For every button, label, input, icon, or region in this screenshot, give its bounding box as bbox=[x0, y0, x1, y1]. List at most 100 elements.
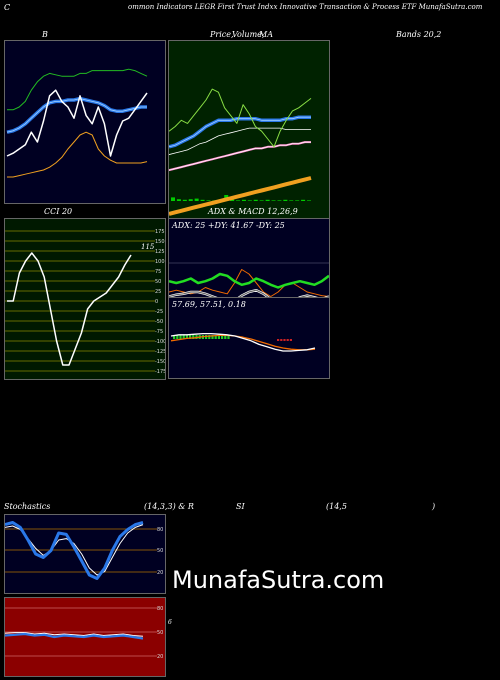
rsi-tick-label: 20 bbox=[157, 654, 163, 660]
macd-histogram-bar bbox=[224, 335, 227, 339]
volume-bar bbox=[301, 199, 306, 201]
stoch-tick-label: 50 bbox=[157, 548, 163, 554]
volume-bar bbox=[289, 200, 294, 201]
bollinger-lower-line bbox=[7, 131, 148, 178]
ma-blue-line bbox=[169, 115, 311, 149]
macd-histogram-bar-negative bbox=[286, 339, 289, 341]
volume-bar bbox=[295, 200, 300, 201]
macd-histogram-bar bbox=[189, 335, 192, 339]
stochastics-chart: 80 50 20 bbox=[5, 521, 163, 580]
macd-line bbox=[170, 332, 316, 352]
volume-bar bbox=[171, 197, 175, 201]
macd-histogram-bar bbox=[214, 335, 217, 339]
ma-orange-line bbox=[169, 176, 312, 216]
watermark: MunafaSutra.com bbox=[172, 566, 385, 594]
bollinger-middle-highlight bbox=[6, 98, 147, 133]
volume-bar bbox=[176, 199, 181, 201]
mrsi-line bbox=[5, 632, 144, 637]
adx-inner-line bbox=[169, 289, 329, 297]
macd-histogram-bar-negative bbox=[283, 339, 286, 341]
cci-tick-label: 0 bbox=[155, 299, 158, 305]
macd-histogram-bar bbox=[208, 335, 211, 339]
volume-bar bbox=[259, 200, 264, 201]
macd-histogram-bar bbox=[173, 335, 176, 339]
macd-histogram-bar bbox=[211, 335, 214, 339]
adx-chart bbox=[169, 262, 329, 297]
ma-pink-highlight bbox=[169, 141, 311, 171]
macd-chart bbox=[170, 332, 316, 352]
cci-tick-label: -150 bbox=[155, 359, 165, 365]
adx-panel: ADX: 25 +DY: 41.67 -DY: 25 bbox=[168, 218, 330, 298]
volume-bar bbox=[283, 199, 288, 201]
cci-label: CCI 20 bbox=[44, 207, 73, 216]
cci-chart: 175 150 125 100 75 50 25 0 -25 -50 -75 -100 -125 -150… bbox=[5, 229, 165, 375]
macd-histogram-bar bbox=[182, 335, 185, 339]
macd-histogram-bar bbox=[221, 335, 224, 339]
rsi-line bbox=[5, 632, 144, 640]
volume-bar bbox=[271, 200, 276, 201]
cci-panel: 175 150 125 100 75 50 25 0 -25 -50 -75 -100 -125 -150… bbox=[4, 218, 166, 380]
price-ma-panel bbox=[168, 40, 330, 219]
volume-bar bbox=[200, 199, 205, 201]
plus-di-line bbox=[169, 272, 329, 289]
bollinger-chart bbox=[6, 68, 148, 178]
rsi-tick-label: 50 bbox=[157, 630, 163, 636]
price-ma-label-c: MA bbox=[259, 30, 273, 39]
price-ma-label-b: Volume, bbox=[232, 30, 265, 39]
bands-label: Bands 20,2 bbox=[396, 30, 442, 39]
adx-macd-label: ADX & MACD 12,26,9 bbox=[208, 207, 298, 216]
volume-bar bbox=[307, 200, 311, 201]
cci-tick-label: 175 bbox=[155, 229, 165, 235]
price-line bbox=[169, 88, 312, 148]
cci-tick-label: 25 bbox=[155, 289, 161, 295]
cci-tick-label: -25 bbox=[155, 309, 163, 315]
cci-tick-label: -100 bbox=[155, 339, 165, 345]
macd-values: 57.69, 57.51, 0.18 bbox=[172, 300, 246, 309]
volume-bar bbox=[247, 200, 252, 201]
price-ma-label-a: Price, bbox=[210, 30, 234, 39]
volume-bar bbox=[236, 200, 241, 201]
rsi-chart: 80 50 20 bbox=[5, 606, 163, 660]
macd-histogram-bar-negative bbox=[277, 339, 280, 341]
cci-tick-label: -50 bbox=[155, 319, 163, 325]
bollinger-panel bbox=[4, 40, 166, 204]
macd-histogram-bar-negative bbox=[289, 339, 292, 341]
volume-bar bbox=[253, 199, 258, 201]
cci-tick-label: -125 bbox=[155, 349, 165, 355]
volume-bar bbox=[182, 199, 187, 201]
macd-histogram-bar bbox=[217, 335, 220, 339]
stoch-params-label: (14,3,3) & R bbox=[144, 502, 194, 511]
ma-blue-highlight bbox=[169, 116, 311, 148]
ma-white-line bbox=[169, 127, 311, 155]
cci-tick-label: 75 bbox=[155, 269, 161, 275]
cci-tick-label: -75 bbox=[155, 329, 163, 335]
volume-bar bbox=[265, 199, 270, 201]
volume-bar bbox=[277, 200, 282, 201]
page-title: ommon Indicators LEGR First Trust Indxx … bbox=[128, 3, 483, 11]
bollinger-middle-line bbox=[6, 96, 147, 134]
macd-histogram-bar bbox=[192, 335, 195, 339]
rsi-panel: 80 50 20 bbox=[4, 597, 166, 677]
macd-histogram-bar-negative bbox=[280, 339, 283, 341]
cci-last-value: 115 bbox=[141, 243, 155, 251]
rsi-tick-label: 80 bbox=[157, 606, 163, 612]
adx-values: ADX: 25 +DY: 41.67 -DY: 25 bbox=[172, 221, 285, 230]
cci-tick-label: 125 bbox=[155, 249, 165, 255]
rsi-marker: 6 bbox=[168, 619, 172, 626]
macd-histogram-bar bbox=[185, 335, 188, 339]
bollinger-label: B bbox=[42, 30, 48, 39]
header-left: C bbox=[4, 3, 11, 12]
volume-bar bbox=[188, 199, 193, 201]
macd-histogram-bar bbox=[179, 335, 182, 339]
cci-tick-label: 150 bbox=[155, 239, 165, 245]
stochastics-panel: 80 50 20 bbox=[4, 514, 166, 594]
rsi-si-label: SI bbox=[236, 502, 245, 511]
stoch-k-line bbox=[5, 521, 144, 580]
volume-bar bbox=[241, 199, 246, 201]
macd-signal-line bbox=[170, 334, 316, 351]
stoch-tick-label: 20 bbox=[157, 570, 163, 576]
ma-pink-line bbox=[169, 141, 311, 172]
price-ma-chart bbox=[169, 88, 312, 216]
bollinger-price-line bbox=[6, 89, 148, 157]
